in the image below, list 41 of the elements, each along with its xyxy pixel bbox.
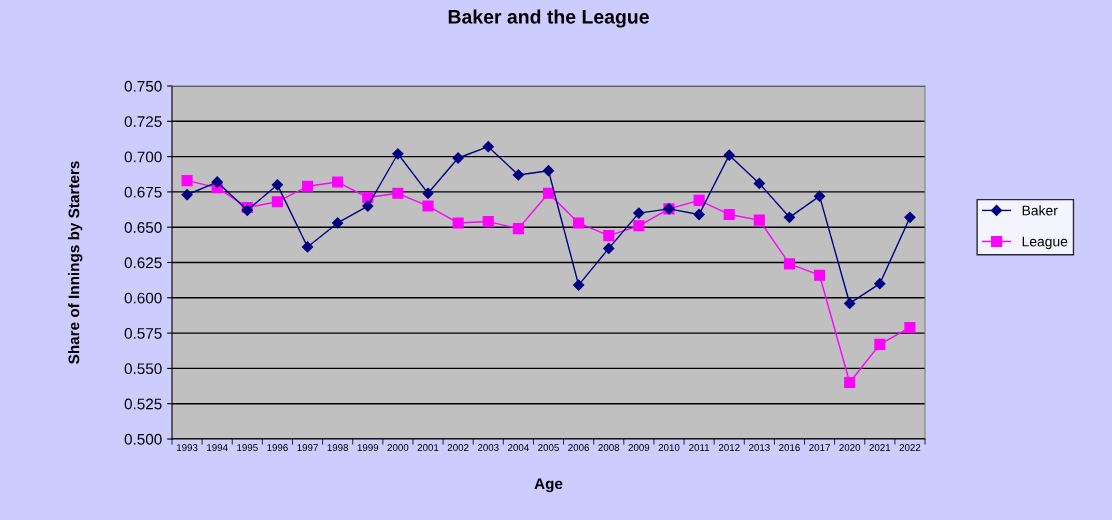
x-tick-label: 2011 — [689, 444, 710, 451]
x-tick-label: 2021 — [869, 444, 891, 451]
x-tick-label: 1998 — [327, 444, 349, 451]
y-tick-label: 0.650 — [124, 222, 162, 233]
x-tick-label: 2022 — [899, 444, 921, 451]
x-tick-label: 2009 — [628, 444, 650, 451]
x-tick-label: 1996 — [267, 444, 288, 451]
y-tick-label: 0.700 — [124, 151, 162, 163]
x-tick-label: 1997 — [297, 444, 318, 451]
y-tick-label: 0.675 — [124, 186, 162, 198]
x-tick-label: 2005 — [538, 444, 559, 451]
x-tick-label: 2020 — [839, 444, 861, 451]
legend-label: League — [1022, 236, 1068, 250]
x-tick-label: 2004 — [508, 444, 529, 451]
x-tick-label: 2016 — [779, 444, 800, 451]
x-tick-label: 2017 — [809, 444, 830, 451]
y-tick-label: 0.725 — [124, 116, 162, 127]
y-axis-title: Share of Innings by Starters — [68, 161, 83, 364]
y-tick-label: 0.550 — [124, 363, 162, 375]
x-tick-label: 1995 — [237, 444, 258, 451]
x-tick-label: 2000 — [387, 444, 409, 451]
y-tick-label: 0.750 — [124, 80, 162, 92]
x-tick-label: 1999 — [357, 444, 379, 451]
x-tick-label: 2010 — [658, 444, 680, 451]
x-tick-label: 2002 — [447, 444, 469, 451]
y-tick-label: 0.575 — [124, 327, 162, 339]
chart-title: Baker and the League — [448, 9, 649, 28]
x-tick-label: 2008 — [598, 444, 620, 451]
y-tick-label: 0.500 — [124, 433, 162, 445]
x-tick-label: 2012 — [718, 444, 740, 451]
x-tick-label: 2003 — [477, 444, 499, 451]
x-axis-title: Age — [534, 478, 563, 493]
x-tick-label: 1994 — [207, 444, 228, 451]
legend-label: Baker — [1022, 205, 1058, 216]
x-tick-label: 2001 — [417, 444, 439, 451]
x-tick-label: 2006 — [568, 444, 590, 451]
x-tick-label: 1993 — [176, 444, 198, 451]
y-tick-label: 0.600 — [124, 292, 162, 304]
x-tick-label: 2013 — [749, 444, 770, 451]
y-tick-label: 0.625 — [124, 257, 162, 269]
y-tick-label: 0.525 — [124, 398, 162, 410]
